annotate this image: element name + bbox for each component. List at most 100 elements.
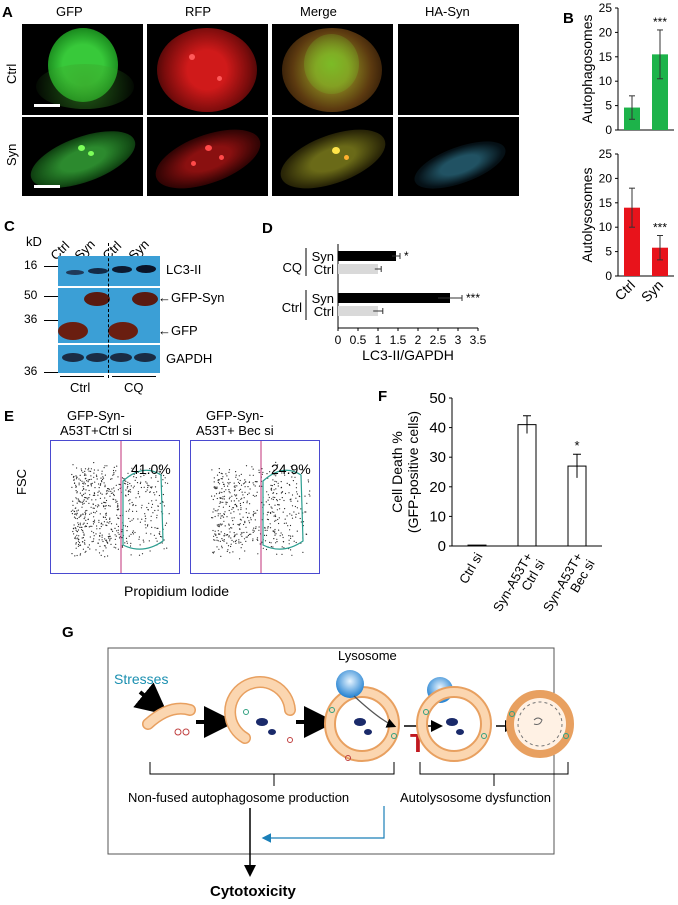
flow-plot-bec-si: 24.9% bbox=[190, 440, 320, 574]
row-label: Syn bbox=[312, 291, 334, 306]
row-label-syn: Syn bbox=[4, 143, 19, 166]
col-label-merge: Merge bbox=[300, 4, 337, 19]
y-tick-label: 10 bbox=[599, 74, 613, 88]
x-tick-label: Syn bbox=[638, 277, 666, 305]
flow-title-bec-si: GFP-Syn- A53T+ Bec si bbox=[196, 408, 274, 438]
panel-label-b: B bbox=[563, 10, 574, 27]
band-label-gfp-syn: ←GFP-Syn bbox=[158, 290, 225, 305]
micrograph-syn-rfp bbox=[147, 117, 268, 196]
row-label-ctrl: Ctrl bbox=[4, 63, 19, 84]
micrograph-syn-gfp bbox=[22, 117, 143, 196]
flow-plot-ctrl-si: 41.0% bbox=[50, 440, 180, 574]
significance-label: * bbox=[574, 438, 579, 453]
y-tick-label: 10 bbox=[429, 508, 446, 525]
micrograph-ctrl-merge bbox=[272, 24, 393, 115]
y-tick-label: 20 bbox=[599, 171, 613, 185]
group-label: Ctrl bbox=[282, 300, 302, 315]
x-tick-label: Syn-A53T+Bec si bbox=[540, 550, 598, 621]
y-axis-label: Autophagosomes bbox=[579, 15, 595, 124]
significance-label: * bbox=[404, 249, 409, 263]
flow-title-ctrl-si: GFP-Syn- A53T+Ctrl si bbox=[60, 408, 132, 438]
scale-bar bbox=[34, 185, 60, 188]
x-tick-label: 1.5 bbox=[390, 333, 407, 347]
y-tick-label: 40 bbox=[429, 420, 446, 437]
blot-divider bbox=[108, 243, 110, 378]
flow-ylabel: FSC bbox=[14, 469, 29, 495]
x-tick-label: 3 bbox=[455, 333, 462, 347]
panel-label-g: G bbox=[62, 624, 74, 641]
arrow-left-icon: ← bbox=[158, 323, 171, 338]
svg-text:Non-fused autophagosome produc: Non-fused autophagosome production bbox=[128, 790, 349, 805]
gate-polygon bbox=[122, 469, 164, 550]
marker-50: 50 bbox=[24, 288, 38, 302]
panel-label-a: A bbox=[2, 4, 13, 21]
col-label-gfp: GFP bbox=[56, 4, 83, 19]
y-tick-label: 30 bbox=[429, 449, 446, 466]
y-tick-label: 0 bbox=[605, 123, 612, 137]
panel-label-e: E bbox=[4, 408, 15, 425]
x-tick-label: 0 bbox=[335, 333, 342, 347]
y-tick-label: 20 bbox=[599, 25, 613, 39]
y-axis-label: Autolysosomes bbox=[579, 168, 595, 263]
panel-f-chart: 0 10 20 30 40 50 Ctrl si Syn-A53T+Ctrl si * Syn-A… bbox=[389, 390, 602, 621]
y-tick-label: 25 bbox=[599, 1, 613, 15]
y-tick-label: 20 bbox=[429, 479, 446, 496]
bar bbox=[652, 54, 668, 130]
marker-36-a: 36 bbox=[24, 312, 38, 326]
stress-arrow bbox=[133, 682, 169, 716]
bar bbox=[652, 247, 668, 276]
panel-label-d: D bbox=[262, 220, 273, 237]
blot-gapdh bbox=[58, 345, 160, 373]
y-tick-label: 5 bbox=[605, 245, 612, 259]
x-tick-label: Ctrl si bbox=[456, 550, 486, 586]
micrograph-ctrl-rfp bbox=[147, 24, 268, 115]
x-tick-label: Ctrl bbox=[611, 277, 638, 304]
y-tick-label: 15 bbox=[599, 50, 613, 64]
micrograph-ctrl-ha-syn bbox=[398, 24, 519, 115]
marker-36-b: 36 bbox=[24, 364, 38, 378]
micrograph-syn-ha-syn bbox=[398, 117, 519, 196]
row-label: Ctrl bbox=[314, 262, 334, 277]
x-tick-label: 2 bbox=[415, 333, 422, 347]
group-label-ctrl: Ctrl bbox=[70, 380, 91, 395]
x-tick-label: 2.5 bbox=[430, 333, 447, 347]
lysosome bbox=[336, 670, 364, 698]
blot-gfp bbox=[58, 288, 160, 343]
row-label: Syn bbox=[312, 249, 334, 264]
bar bbox=[567, 465, 587, 547]
bar bbox=[338, 306, 378, 316]
svg-text:Lysosome: Lysosome bbox=[338, 648, 397, 663]
flow-xlabel: Propidium Iodide bbox=[124, 583, 230, 599]
x-tick-label: Syn-A53T+Ctrl si bbox=[490, 550, 548, 621]
bar bbox=[467, 544, 487, 547]
y-tick-label: 5 bbox=[605, 99, 612, 113]
blot-lc3 bbox=[58, 256, 160, 286]
gate-polygon bbox=[262, 469, 304, 550]
x-tick-label: 3.5 bbox=[470, 333, 487, 347]
y-tick-label: 15 bbox=[599, 196, 613, 210]
bar bbox=[517, 424, 537, 547]
y-tick-label: 25 bbox=[599, 147, 613, 161]
kd-label: kD bbox=[26, 234, 42, 249]
y-tick-label: 0 bbox=[438, 538, 446, 555]
group-label-cq: CQ bbox=[124, 380, 144, 395]
flow-percent-bec-si: 24.9% bbox=[271, 461, 311, 477]
panel-g-diagram: Lysosome T Stresses Non-fused autophagos… bbox=[107, 647, 574, 900]
significance-label: *** bbox=[653, 220, 667, 234]
flow-percent-ctrl-si: 41.0% bbox=[131, 461, 171, 477]
bar bbox=[624, 207, 640, 276]
svg-text:Cytotoxicity: Cytotoxicity bbox=[210, 883, 297, 900]
micrograph-ctrl-gfp bbox=[22, 24, 143, 115]
group-label: CQ bbox=[283, 260, 303, 275]
col-label-ha-syn: HA-Syn bbox=[425, 4, 470, 19]
row-label: Ctrl bbox=[314, 304, 334, 319]
x-tick-label: 0.5 bbox=[350, 333, 367, 347]
bar bbox=[338, 251, 396, 261]
panel-label-f: F bbox=[378, 388, 388, 405]
band-label-lc3: LC3-II bbox=[166, 262, 202, 277]
panel-b-charts: 0 5 10 15 20 25 *** Autophagosomes 0 5 10 15 20 25 Ct… bbox=[579, 1, 674, 305]
y-tick-label: 10 bbox=[599, 220, 613, 234]
micrograph-syn-merge bbox=[272, 117, 393, 196]
y-axis-label: Cell Death %(GFP-positive cells) bbox=[389, 411, 421, 533]
x-tick-label: 1 bbox=[375, 333, 382, 347]
